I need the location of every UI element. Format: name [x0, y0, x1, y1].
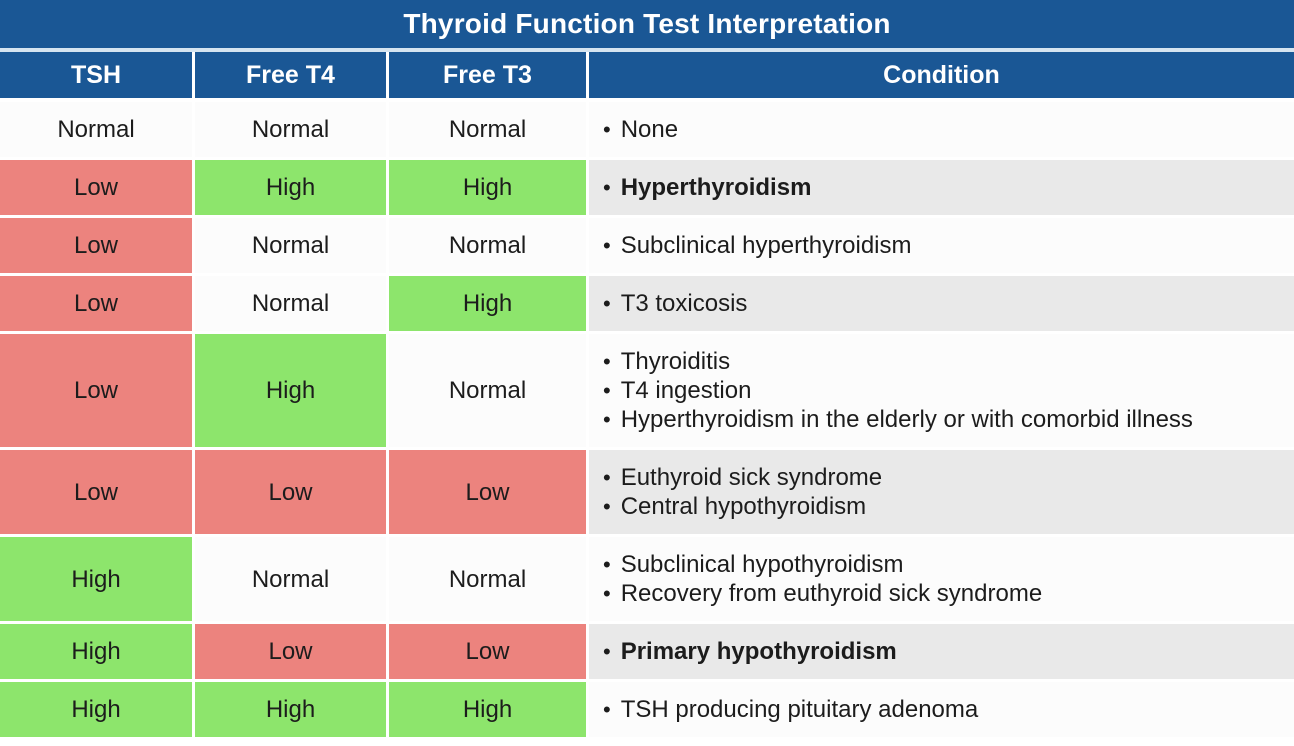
- condition-text: Thyroiditis: [620, 348, 731, 375]
- condition-text: TSH producing pituitary adenoma: [620, 696, 979, 723]
- tsh-cell: Low: [0, 450, 195, 537]
- free-t4-cell: Normal: [195, 102, 389, 160]
- bullet-icon: •: [603, 233, 611, 258]
- bullet-icon: •: [603, 378, 611, 403]
- free-t4-cell: High: [195, 160, 389, 218]
- condition-cell: • Subclinical hypothyroidism • Recovery fro…: [589, 537, 1294, 624]
- condition-cell: • T3 toxicosis: [589, 276, 1294, 334]
- free-t3-cell: Low: [389, 624, 589, 682]
- condition-line: • Subclinical hypothyroidism: [603, 550, 1280, 579]
- free-t3-cell: Normal: [389, 537, 589, 624]
- condition-cell: • None: [589, 102, 1294, 160]
- condition-line: • Recovery from euthyroid sick syndrome: [603, 579, 1280, 608]
- condition-line: • Primary hypothyroidism: [603, 637, 1280, 666]
- bullet-icon: •: [603, 639, 611, 664]
- free-t4-cell: High: [195, 334, 389, 450]
- condition-text: T4 ingestion: [620, 377, 752, 404]
- condition-text: Central hypothyroidism: [620, 493, 867, 520]
- bullet-icon: •: [603, 465, 611, 490]
- condition-line: • TSH producing pituitary adenoma: [603, 695, 1280, 724]
- condition-text: Primary hypothyroidism: [620, 638, 897, 665]
- table-row: Low Normal Normal • Subclinical hyperthyroid…: [0, 218, 1294, 276]
- table-row: High Normal Normal • Subclinical hypothyroid…: [0, 537, 1294, 624]
- condition-text: Hyperthyroidism: [620, 174, 812, 201]
- bullet-icon: •: [603, 581, 611, 606]
- bullet-icon: •: [603, 697, 611, 722]
- condition-text: Hyperthyroidism in the elderly or with c…: [620, 406, 1193, 433]
- bullet-icon: •: [603, 349, 611, 374]
- table-row: High High High • TSH producing pituitary ade…: [0, 682, 1294, 740]
- free-t4-cell: Low: [195, 624, 389, 682]
- column-header-condition: Condition: [589, 52, 1294, 102]
- condition-text: None: [620, 116, 679, 143]
- free-t3-cell: High: [389, 276, 589, 334]
- free-t3-cell: Low: [389, 450, 589, 537]
- condition-text: T3 toxicosis: [620, 290, 748, 317]
- bullet-icon: •: [603, 552, 611, 577]
- condition-cell: • Euthyroid sick syndrome • Central hypothy…: [589, 450, 1294, 537]
- table-body: Normal Normal Normal • None Low High High • Hyper…: [0, 102, 1294, 740]
- bullet-icon: •: [603, 291, 611, 316]
- condition-text: Recovery from euthyroid sick syndrome: [620, 580, 1043, 607]
- tsh-cell: Normal: [0, 102, 195, 160]
- free-t4-cell: Normal: [195, 218, 389, 276]
- condition-line: • Hyperthyroidism in the elderly or with …: [603, 405, 1280, 434]
- tsh-cell: Low: [0, 334, 195, 450]
- table-row: Low High High • Hyperthyroidism: [0, 160, 1294, 218]
- free-t3-cell: Normal: [389, 102, 589, 160]
- free-t3-cell: High: [389, 160, 589, 218]
- bullet-icon: •: [603, 117, 611, 142]
- column-header-free-t4: Free T4: [195, 52, 389, 102]
- condition-line: • None: [603, 115, 1280, 144]
- tsh-cell: High: [0, 537, 195, 624]
- condition-text: Euthyroid sick syndrome: [620, 464, 883, 491]
- condition-cell: • Thyroiditis • T4 ingestion • Hyperthyroidis…: [589, 334, 1294, 450]
- free-t4-cell: Low: [195, 450, 389, 537]
- condition-cell: • Hyperthyroidism: [589, 160, 1294, 218]
- free-t3-cell: Normal: [389, 218, 589, 276]
- tsh-cell: Low: [0, 218, 195, 276]
- condition-line: • T4 ingestion: [603, 376, 1280, 405]
- column-header-tsh: TSH: [0, 52, 195, 102]
- header-row: TSH Free T4 Free T3 Condition: [0, 52, 1294, 102]
- column-header-free-t3: Free T3: [389, 52, 589, 102]
- bullet-icon: •: [603, 407, 611, 432]
- bullet-icon: •: [603, 175, 611, 200]
- table-row: Normal Normal Normal • None: [0, 102, 1294, 160]
- condition-line: • Central hypothyroidism: [603, 492, 1280, 521]
- table-row: Low High Normal • Thyroiditis • T4 ingestion • H…: [0, 334, 1294, 450]
- table-row: Low Normal High • T3 toxicosis: [0, 276, 1294, 334]
- condition-line: • Subclinical hyperthyroidism: [603, 231, 1280, 260]
- tsh-cell: High: [0, 682, 195, 740]
- table-row: High Low Low • Primary hypothyroidism: [0, 624, 1294, 682]
- free-t3-cell: High: [389, 682, 589, 740]
- condition-line: • Euthyroid sick syndrome: [603, 463, 1280, 492]
- free-t4-cell: High: [195, 682, 389, 740]
- condition-cell: • Primary hypothyroidism: [589, 624, 1294, 682]
- condition-line: • Hyperthyroidism: [603, 173, 1280, 202]
- free-t4-cell: Normal: [195, 537, 389, 624]
- table-title: Thyroid Function Test Interpretation: [0, 0, 1294, 52]
- free-t3-cell: Normal: [389, 334, 589, 450]
- interpretation-table: TSH Free T4 Free T3 Condition Normal Norm…: [0, 52, 1294, 740]
- condition-text: Subclinical hyperthyroidism: [620, 232, 912, 259]
- tsh-cell: Low: [0, 160, 195, 218]
- condition-cell: • Subclinical hyperthyroidism: [589, 218, 1294, 276]
- tsh-cell: Low: [0, 276, 195, 334]
- bullet-icon: •: [603, 494, 611, 519]
- condition-line: • T3 toxicosis: [603, 289, 1280, 318]
- table-row: Low Low Low • Euthyroid sick syndrome • Centra…: [0, 450, 1294, 537]
- condition-cell: • TSH producing pituitary adenoma: [589, 682, 1294, 740]
- tsh-cell: High: [0, 624, 195, 682]
- condition-line: • Thyroiditis: [603, 347, 1280, 376]
- free-t4-cell: Normal: [195, 276, 389, 334]
- condition-text: Subclinical hypothyroidism: [620, 551, 904, 578]
